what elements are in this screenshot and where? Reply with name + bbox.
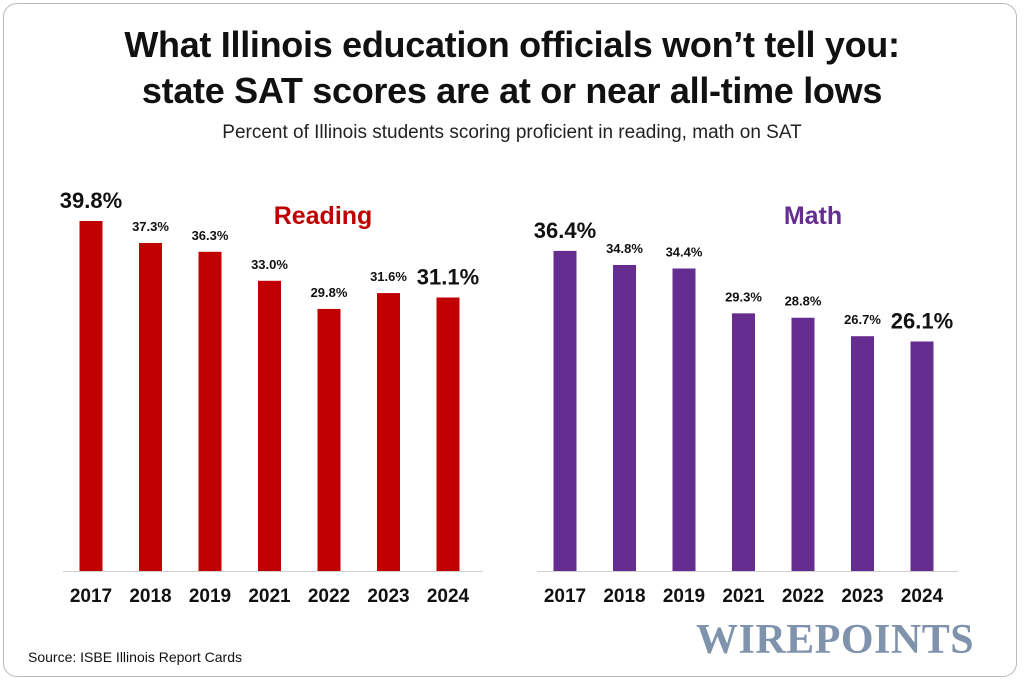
- math-value-label-2022: 28.8%: [785, 294, 822, 309]
- chart-title-line-2: state SAT scores are at or near all-time…: [141, 70, 883, 111]
- reading-value-label-2024: 31.1%: [417, 265, 479, 290]
- math-bar-2024: [910, 341, 934, 571]
- math-tick-2022: 2022: [782, 586, 824, 607]
- reading-series-title: Reading: [274, 202, 373, 230]
- reading-tick-2021: 2021: [248, 586, 291, 607]
- wirepoints-logo: WIREPOINTS: [696, 617, 975, 663]
- reading-value-label-2022: 29.8%: [311, 285, 348, 300]
- reading-bar-2022: [317, 308, 341, 571]
- reading-value-label-2021: 33.0%: [251, 257, 288, 272]
- reading-tick-2017: 2017: [70, 586, 112, 607]
- reading-tick-2019: 2019: [189, 586, 231, 607]
- reading-tick-2022: 2022: [308, 586, 350, 607]
- reading-tick-2023: 2023: [367, 586, 409, 607]
- math-value-label-2024: 26.1%: [891, 308, 953, 333]
- reading-bar-2023: [377, 293, 400, 571]
- reading-tick-2018: 2018: [129, 586, 171, 607]
- math-tick-2024: 2024: [901, 586, 944, 607]
- math-tick-2023: 2023: [841, 586, 883, 607]
- math-value-label-2021: 29.3%: [725, 289, 762, 304]
- reading-value-label-2017: 39.8%: [60, 188, 122, 213]
- math-value-label-2018: 34.8%: [606, 241, 643, 256]
- reading-value-label-2019: 36.3%: [192, 228, 229, 243]
- reading-value-label-2023: 31.6%: [370, 269, 407, 284]
- math-series-title: Math: [784, 202, 842, 230]
- chart-frame: [3, 3, 1017, 677]
- math-bar-2019: [672, 268, 696, 571]
- reading-bar-2021: [258, 280, 281, 571]
- reading-bar-2017: [79, 221, 103, 571]
- reading-bar-2024: [436, 297, 460, 571]
- math-tick-2018: 2018: [603, 586, 645, 607]
- math-bar-2018: [613, 264, 636, 571]
- math-value-label-2023: 26.7%: [844, 312, 881, 327]
- math-value-label-2019: 34.4%: [666, 244, 703, 259]
- reading-tick-2024: 2024: [427, 586, 470, 607]
- reading-bar-2018: [139, 242, 162, 571]
- math-tick-2021: 2021: [722, 586, 765, 607]
- reading-bar-2019: [198, 251, 222, 571]
- math-bar-2017: [553, 250, 577, 572]
- chart-subtitle: Percent of Illinois students scoring pro…: [222, 122, 802, 143]
- math-bar-2022: [791, 317, 815, 571]
- source-note: Source: ISBE Illinois Report Cards: [28, 649, 242, 665]
- math-tick-2017: 2017: [544, 586, 586, 607]
- math-bar-2021: [732, 313, 755, 571]
- reading-value-label-2018: 37.3%: [132, 219, 169, 234]
- chart-title: What Illinois education officials won’t …: [0, 22, 1024, 114]
- math-tick-2019: 2019: [663, 586, 705, 607]
- math-value-label-2017: 36.4%: [534, 218, 596, 243]
- chart-title-line-1: What Illinois education officials won’t …: [124, 24, 900, 65]
- math-bar-2023: [851, 336, 874, 571]
